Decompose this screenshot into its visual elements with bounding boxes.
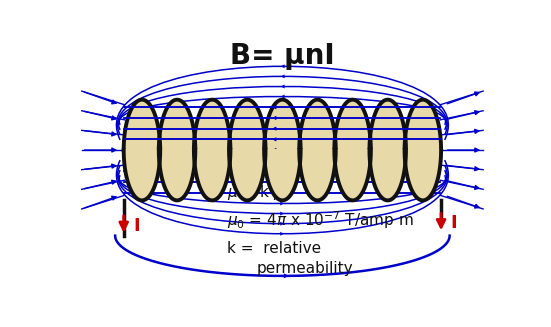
Text: $\mu$ = k $\mu_0$: $\mu$ = k $\mu_0$ <box>227 183 291 202</box>
Polygon shape <box>194 100 230 150</box>
Text: B= μnI: B= μnI <box>230 42 334 70</box>
Polygon shape <box>123 100 160 150</box>
Polygon shape <box>404 100 441 150</box>
Polygon shape <box>159 150 195 200</box>
Polygon shape <box>264 100 301 150</box>
Text: permeability: permeability <box>257 261 353 276</box>
Polygon shape <box>299 100 336 150</box>
Text: I: I <box>133 216 140 234</box>
Polygon shape <box>370 100 406 150</box>
Polygon shape <box>229 100 266 150</box>
Polygon shape <box>370 150 406 200</box>
Polygon shape <box>299 150 336 200</box>
Polygon shape <box>334 150 371 200</box>
Text: k =  relative: k = relative <box>227 241 321 256</box>
Polygon shape <box>404 150 441 200</box>
Text: I: I <box>451 214 457 232</box>
Polygon shape <box>334 100 371 150</box>
Polygon shape <box>264 150 301 200</box>
Polygon shape <box>194 150 230 200</box>
Polygon shape <box>123 150 160 200</box>
Text: $\mu_0$ = 4$\pi$ x 10$^{-7}$ T/amp m: $\mu_0$ = 4$\pi$ x 10$^{-7}$ T/amp m <box>227 210 413 232</box>
Polygon shape <box>229 150 266 200</box>
Polygon shape <box>159 100 195 150</box>
